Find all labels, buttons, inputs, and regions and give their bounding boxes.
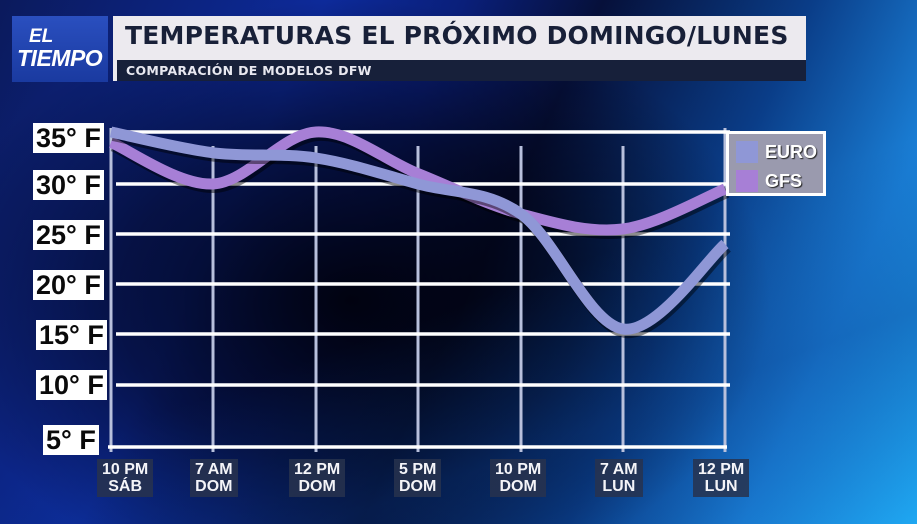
chart-legend: EURO GFS bbox=[726, 131, 826, 196]
legend-label-gfs: GFS bbox=[765, 171, 803, 191]
x-tick-label: 12 PM DOM bbox=[289, 459, 346, 497]
grid-lines bbox=[108, 128, 730, 452]
x-tick-label: 12 PM LUN bbox=[693, 459, 750, 497]
legend-label-euro: EURO bbox=[765, 142, 818, 162]
y-tick-label: 30° F bbox=[33, 170, 104, 200]
x-tick-label: 7 AM DOM bbox=[190, 459, 238, 497]
x-tick-label: 7 AM LUN bbox=[595, 459, 643, 497]
el-tiempo-logo: EL TIEMPO bbox=[12, 16, 108, 82]
y-tick-label: 20° F bbox=[33, 270, 104, 300]
gfs-swatch bbox=[736, 170, 758, 192]
chart-title: TEMPERATURAS EL PRÓXIMO DOMINGO/LUNES bbox=[125, 21, 789, 50]
x-tick-label: 10 PM DOM bbox=[490, 459, 547, 497]
y-tick-label: 10° F bbox=[36, 370, 107, 400]
euro-swatch bbox=[736, 141, 758, 163]
euro-series-line bbox=[109, 126, 729, 335]
x-tick-label: 5 PM DOM bbox=[394, 459, 442, 497]
y-tick-label: 25° F bbox=[33, 220, 104, 250]
subtitle-banner: COMPARACIÓN DE MODELOS DFW bbox=[113, 60, 806, 81]
y-tick-label: 35° F bbox=[33, 123, 104, 153]
logo-line2: TIEMPO bbox=[17, 45, 103, 71]
title-banner: TEMPERATURAS EL PRÓXIMO DOMINGO/LUNES bbox=[113, 16, 806, 60]
y-tick-label: 15° F bbox=[36, 320, 107, 350]
chart-subtitle: COMPARACIÓN DE MODELOS DFW bbox=[126, 63, 372, 78]
x-tick-label: 10 PM SÁB bbox=[97, 459, 154, 497]
gfs-series-line bbox=[108, 126, 728, 236]
y-tick-label: 5° F bbox=[43, 425, 99, 455]
logo-line1: EL bbox=[29, 26, 54, 47]
series-lines bbox=[108, 126, 732, 339]
